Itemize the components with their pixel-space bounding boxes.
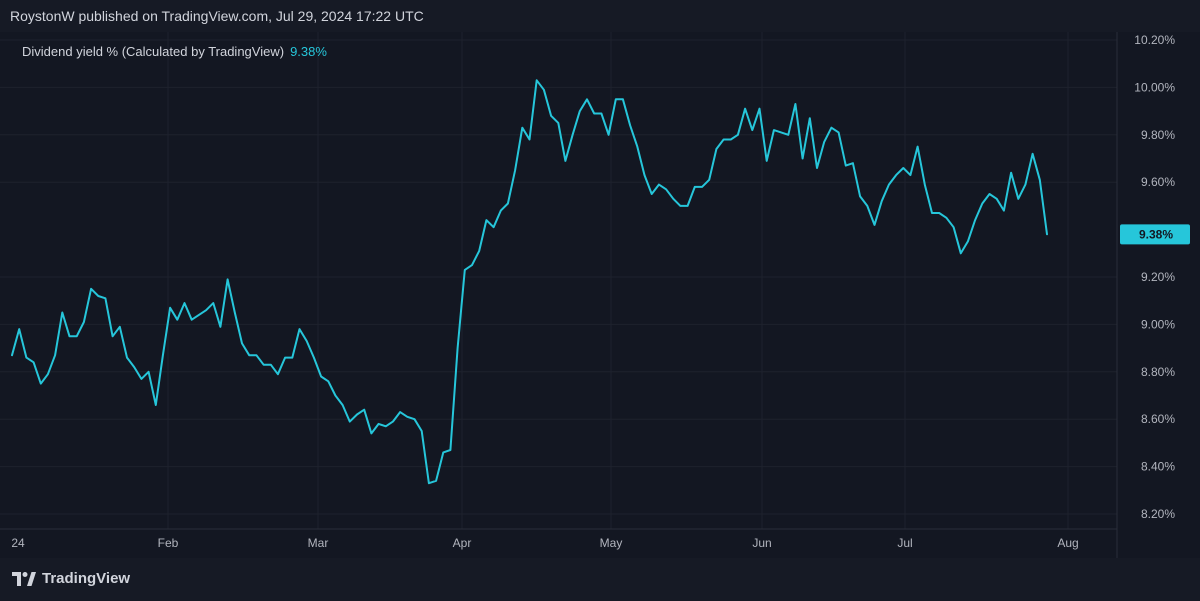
y-tick-label: 10.20% <box>1134 33 1175 47</box>
y-tick-label: 8.20% <box>1141 507 1175 521</box>
y-tick-label: 8.40% <box>1141 460 1175 474</box>
legend-label: Dividend yield % (Calculated by TradingV… <box>22 44 285 59</box>
dividend-yield-line <box>11 79 1048 485</box>
legend[interactable]: Dividend yield % (Calculated by TradingV… <box>22 44 327 59</box>
last-value-label: 9.38% <box>1139 227 1173 241</box>
grid-layer <box>0 32 1117 529</box>
x-axis: 24 Feb Mar Apr May Jun Jul Aug <box>11 536 1078 550</box>
y-tick-label: 9.60% <box>1141 175 1175 189</box>
x-tick-label: Jun <box>752 536 771 550</box>
y-tick-label: 9.20% <box>1141 270 1175 284</box>
x-tick-label: May <box>600 536 623 550</box>
tradingview-brand: TradingView <box>42 570 131 587</box>
y-tick-label: 9.80% <box>1141 128 1175 142</box>
x-tick-label: Apr <box>453 536 472 550</box>
x-tick-label: Aug <box>1057 536 1078 550</box>
x-tick-label: Feb <box>158 536 179 550</box>
chart-panel[interactable]: 10.20% 10.00% 9.80% 9.60% 9.20% 9.00% 8.80% 8.6… <box>0 32 1200 558</box>
footer[interactable]: TradingView <box>12 570 130 587</box>
tradingview-logo-icon <box>12 571 36 586</box>
x-tick-label: Jul <box>897 536 912 550</box>
x-tick-label: Mar <box>308 536 329 550</box>
x-tick-label: 24 <box>11 536 25 550</box>
legend-value: 9.38% <box>290 44 327 59</box>
y-tick-label: 8.60% <box>1141 412 1175 426</box>
publish-header: RoystonW published on TradingView.com, J… <box>10 8 424 24</box>
y-tick-label: 8.80% <box>1141 365 1175 379</box>
y-tick-label: 10.00% <box>1134 80 1175 94</box>
y-tick-label: 9.00% <box>1141 317 1175 331</box>
chart-svg[interactable]: 10.20% 10.00% 9.80% 9.60% 9.20% 9.00% 8.80% 8.6… <box>0 32 1200 558</box>
last-value-marker: 9.38% <box>1120 224 1190 245</box>
y-axis: 10.20% 10.00% 9.80% 9.60% 9.20% 9.00% 8.80% 8.6… <box>1134 33 1175 521</box>
